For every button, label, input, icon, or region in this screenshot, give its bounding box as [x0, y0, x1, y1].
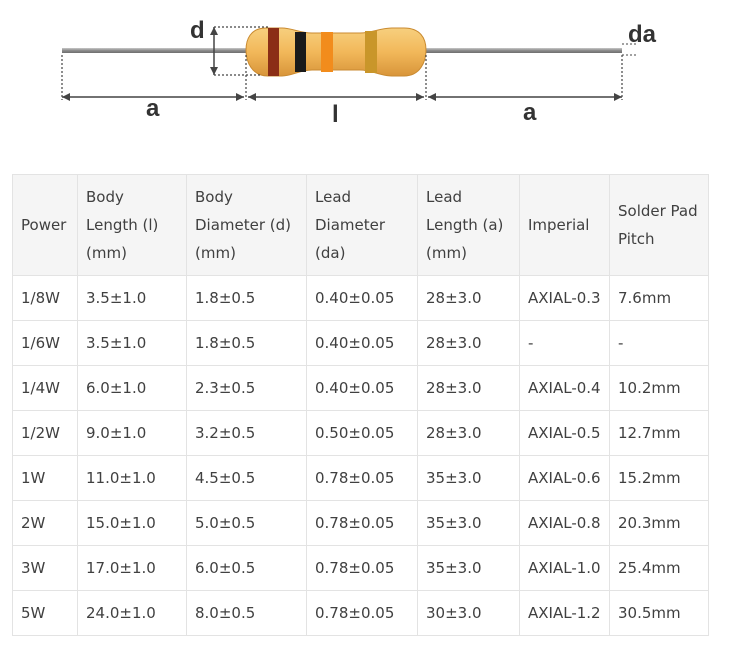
cell-body-length: 11.0±1.0: [77, 455, 187, 501]
table-header-row: Power Body Length (l) (mm) Body Diameter…: [12, 174, 709, 276]
table-row: 2W 15.0±1.0 5.0±0.5 0.78±0.05 35±3.0 AXI…: [12, 500, 709, 546]
a-right-arrow-end: [614, 93, 622, 101]
da-label: da: [628, 21, 657, 48]
cell-lead-diameter: 0.40±0.05: [306, 320, 418, 366]
cell-power: 1/4W: [12, 365, 78, 411]
l-arrow-end: [416, 93, 424, 101]
header-body-diameter: Body Diameter (d) (mm): [186, 174, 307, 276]
cell-lead-length: 35±3.0: [417, 500, 520, 546]
table-row: 1/4W 6.0±1.0 2.3±0.5 0.40±0.05 28±3.0 AX…: [12, 365, 709, 411]
cell-solder-pad-pitch: 12.7mm: [609, 410, 709, 456]
cell-lead-length: 35±3.0: [417, 455, 520, 501]
cell-imperial: AXIAL-0.4: [519, 365, 610, 411]
cell-lead-diameter: 0.78±0.05: [306, 590, 418, 636]
cell-solder-pad-pitch: 30.5mm: [609, 590, 709, 636]
cell-imperial: AXIAL-1.2: [519, 590, 610, 636]
cell-imperial: AXIAL-0.5: [519, 410, 610, 456]
cell-body-diameter: 6.0±0.5: [186, 545, 307, 591]
table-row: 1/8W 3.5±1.0 1.8±0.5 0.40±0.05 28±3.0 AX…: [12, 275, 709, 321]
cell-lead-length: 30±3.0: [417, 590, 520, 636]
cell-body-length: 24.0±1.0: [77, 590, 187, 636]
cell-solder-pad-pitch: 15.2mm: [609, 455, 709, 501]
table-row: 1/2W 9.0±1.0 3.2±0.5 0.50±0.05 28±3.0 AX…: [12, 410, 709, 456]
cell-power: 1/6W: [12, 320, 78, 366]
lead-left: [62, 48, 252, 53]
cell-solder-pad-pitch: -: [609, 320, 709, 366]
header-body-length: Body Length (l) (mm): [77, 174, 187, 276]
cell-lead-diameter: 0.40±0.05: [306, 275, 418, 321]
cell-body-diameter: 5.0±0.5: [186, 500, 307, 546]
cell-lead-length: 28±3.0: [417, 410, 520, 456]
d-label: d: [190, 17, 205, 44]
cell-imperial: AXIAL-0.8: [519, 500, 610, 546]
cell-solder-pad-pitch: 10.2mm: [609, 365, 709, 411]
cell-lead-diameter: 0.40±0.05: [306, 365, 418, 411]
cell-body-diameter: 8.0±0.5: [186, 590, 307, 636]
cell-imperial: AXIAL-1.0: [519, 545, 610, 591]
cell-solder-pad-pitch: 7.6mm: [609, 275, 709, 321]
cell-power: 2W: [12, 500, 78, 546]
table-row: 5W 24.0±1.0 8.0±0.5 0.78±0.05 30±3.0 AXI…: [12, 590, 709, 636]
d-arrow-down: [210, 67, 218, 75]
cell-body-diameter: 1.8±0.5: [186, 320, 307, 366]
cell-lead-length: 28±3.0: [417, 275, 520, 321]
cell-power: 3W: [12, 545, 78, 591]
cell-imperial: -: [519, 320, 610, 366]
cell-body-diameter: 4.5±0.5: [186, 455, 307, 501]
cell-lead-diameter: 0.50±0.05: [306, 410, 418, 456]
lead-right: [418, 48, 622, 53]
table-row: 1W 11.0±1.0 4.5±0.5 0.78±0.05 35±3.0 AXI…: [12, 455, 709, 501]
a-left-label: a: [146, 95, 160, 122]
cell-lead-diameter: 0.78±0.05: [306, 455, 418, 501]
a-left-arrow-end: [236, 93, 244, 101]
header-lead-diameter: Lead Diameter (da): [306, 174, 418, 276]
cell-imperial: AXIAL-0.6: [519, 455, 610, 501]
cell-body-length: 3.5±1.0: [77, 275, 187, 321]
color-band-2: [295, 32, 306, 72]
cell-body-length: 3.5±1.0: [77, 320, 187, 366]
resistor-dimension-diagram: d da a l a: [61, 17, 657, 128]
color-band-4: [365, 31, 377, 73]
color-band-3: [321, 32, 333, 72]
cell-solder-pad-pitch: 20.3mm: [609, 500, 709, 546]
cell-power: 1/2W: [12, 410, 78, 456]
header-solder-pad-pitch: Solder Pad Pitch: [609, 174, 709, 276]
cell-power: 1/8W: [12, 275, 78, 321]
header-power: Power: [12, 174, 78, 276]
cell-lead-length: 28±3.0: [417, 365, 520, 411]
l-label: l: [332, 101, 339, 128]
cell-lead-diameter: 0.78±0.05: [306, 545, 418, 591]
d-arrow-up: [210, 27, 218, 35]
cell-lead-length: 28±3.0: [417, 320, 520, 366]
color-band-1: [268, 28, 279, 76]
l-arrow-start: [248, 93, 256, 101]
cell-body-length: 17.0±1.0: [77, 545, 187, 591]
a-left-arrow-start: [62, 93, 70, 101]
cell-power: 1W: [12, 455, 78, 501]
resistor-spec-table: Power Body Length (l) (mm) Body Diameter…: [12, 174, 709, 636]
cell-imperial: AXIAL-0.3: [519, 275, 610, 321]
cell-body-diameter: 2.3±0.5: [186, 365, 307, 411]
table-row: 1/6W 3.5±1.0 1.8±0.5 0.40±0.05 28±3.0 - …: [12, 320, 709, 366]
a-right-label: a: [523, 99, 537, 126]
table-row: 3W 17.0±1.0 6.0±0.5 0.78±0.05 35±3.0 AXI…: [12, 545, 709, 591]
cell-body-length: 6.0±1.0: [77, 365, 187, 411]
cell-body-diameter: 3.2±0.5: [186, 410, 307, 456]
header-imperial: Imperial: [519, 174, 610, 276]
cell-solder-pad-pitch: 25.4mm: [609, 545, 709, 591]
cell-body-length: 9.0±1.0: [77, 410, 187, 456]
cell-body-diameter: 1.8±0.5: [186, 275, 307, 321]
cell-lead-length: 35±3.0: [417, 545, 520, 591]
a-right-arrow-start: [428, 93, 436, 101]
cell-power: 5W: [12, 590, 78, 636]
cell-body-length: 15.0±1.0: [77, 500, 187, 546]
header-lead-length: Lead Length (a) (mm): [417, 174, 520, 276]
cell-lead-diameter: 0.78±0.05: [306, 500, 418, 546]
